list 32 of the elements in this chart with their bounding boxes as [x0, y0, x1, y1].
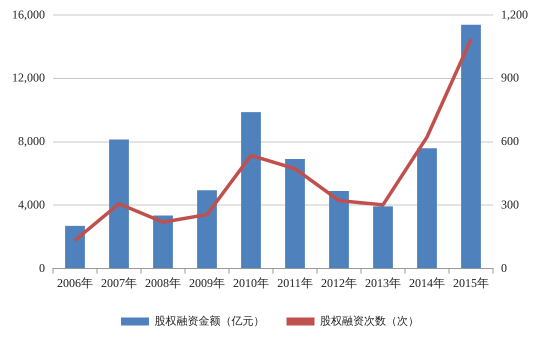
- x-tick-label: 2013年: [365, 276, 401, 290]
- x-tick-label: 2009年: [189, 276, 225, 290]
- x-tick-label: 2007年: [101, 276, 137, 290]
- x-tick-label: 2008年: [145, 276, 181, 290]
- legend-label: 股权融资次数（次）: [320, 314, 419, 328]
- y-tick-label: 8,000: [18, 134, 45, 148]
- y-tick-label: 12,000: [12, 70, 45, 85]
- y2-tick-label: 600: [501, 134, 519, 148]
- x-tick-label: 2012年: [321, 276, 357, 290]
- y2-tick-label: 1,200: [501, 7, 528, 22]
- y-tick-label: 0: [39, 260, 45, 275]
- y2-tick-label: 300: [501, 197, 519, 212]
- x-tick-label: 2006年: [57, 276, 93, 290]
- bar: [417, 148, 437, 268]
- x-tick-label: 2010年: [233, 276, 269, 290]
- bar: [65, 226, 85, 268]
- bar: [241, 112, 261, 268]
- bar: [285, 159, 305, 268]
- y-tick-label: 4,000: [18, 197, 45, 212]
- y-tick-label: 16,000: [12, 7, 45, 22]
- y2-tick-label: 0: [501, 260, 507, 275]
- x-tick-label: 2014年: [409, 276, 445, 290]
- y2-tick-label: 900: [501, 70, 519, 85]
- bar: [197, 190, 217, 268]
- bar: [153, 216, 173, 268]
- bar: [373, 206, 393, 268]
- legend-label: 股权融资金额（亿元）: [154, 314, 264, 328]
- bar: [461, 24, 481, 268]
- bar: [329, 190, 349, 268]
- x-tick-label: 2011年: [277, 276, 313, 290]
- x-tick-label: 2015年: [453, 276, 489, 290]
- bar: [109, 140, 129, 268]
